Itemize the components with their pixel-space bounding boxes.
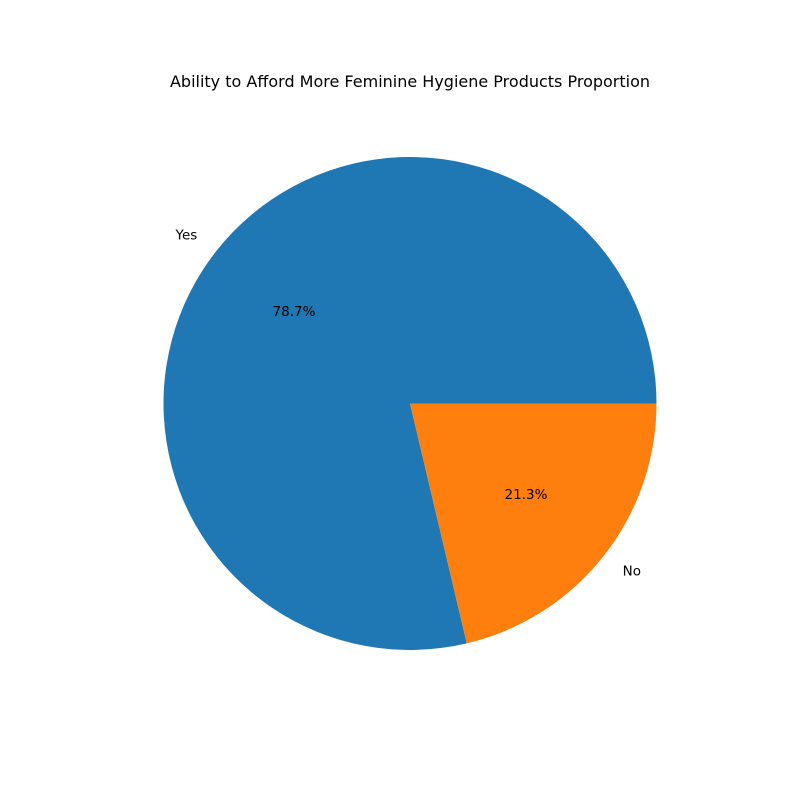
slice-label-yes: Yes	[175, 227, 198, 243]
slice-label-no: No	[623, 564, 641, 580]
pie-slice-no	[410, 403, 657, 644]
chart-title: Ability to Afford More Feminine Hygiene …	[169, 72, 651, 91]
slice-percent-no: 21.3%	[505, 487, 548, 503]
slice-percent-yes: 78.7%	[273, 304, 316, 320]
